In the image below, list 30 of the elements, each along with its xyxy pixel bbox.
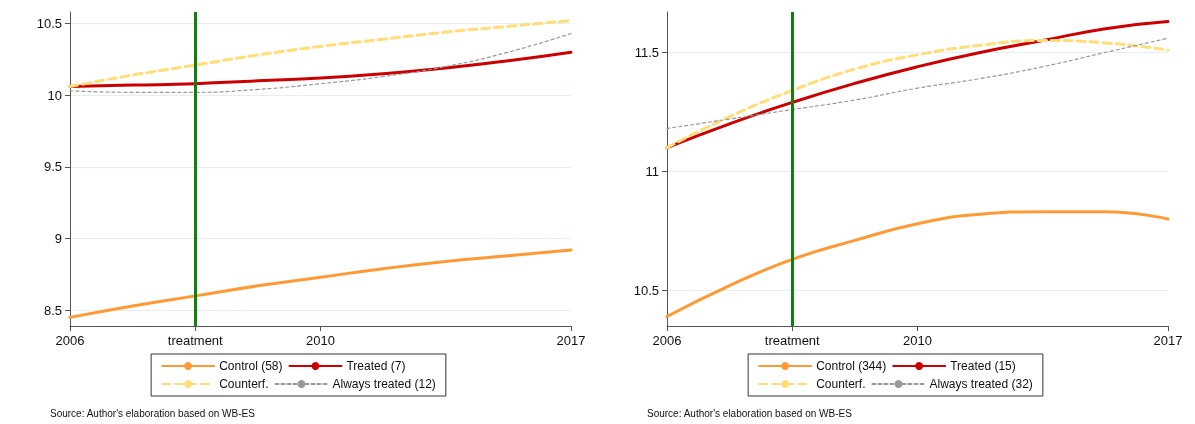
x-tick-label: 2017 xyxy=(1153,333,1183,348)
y-tick-label: 11.5 xyxy=(634,44,659,60)
x-tick-label: 2017 xyxy=(556,333,586,348)
source-note: Source: Author's elaboration based on WB-ES xyxy=(50,407,256,419)
y-tick-label: 10 xyxy=(47,87,62,103)
y-tick-label: 10.5 xyxy=(36,15,62,31)
x-tick-label: 2010 xyxy=(306,333,335,348)
legend-label: Always treated (32) xyxy=(929,377,1033,391)
y-tick-label: 10.5 xyxy=(633,282,659,298)
line-series xyxy=(666,37,1169,130)
y-tick-label: 11 xyxy=(645,163,659,179)
x-tick-label: treatment xyxy=(167,333,224,348)
y-tick-label: 9.5 xyxy=(43,159,62,175)
legend-label: Counterf. xyxy=(816,377,866,391)
legend-label: Counterf. xyxy=(219,377,269,391)
legend-label: Treated (7) xyxy=(346,359,406,373)
legend-label: Always treated (12) xyxy=(332,377,436,391)
legend-label: Treated (15) xyxy=(950,359,1016,373)
source-note: Source: Author's elaboration based on WB-ES xyxy=(647,407,853,419)
line-series xyxy=(69,32,572,93)
line-series xyxy=(665,210,1170,318)
legend-label: Control (58) xyxy=(219,359,283,373)
x-tick-label: 2006 xyxy=(55,333,85,348)
x-tick-label: 2006 xyxy=(652,333,682,348)
x-tick-label: treatment xyxy=(764,333,821,348)
legend-label: Control (344) xyxy=(816,359,887,373)
y-tick-label: 9 xyxy=(54,231,62,247)
x-tick-label: 2010 xyxy=(903,333,932,348)
line-series xyxy=(68,248,573,319)
y-tick-label: 8.5 xyxy=(43,302,62,318)
